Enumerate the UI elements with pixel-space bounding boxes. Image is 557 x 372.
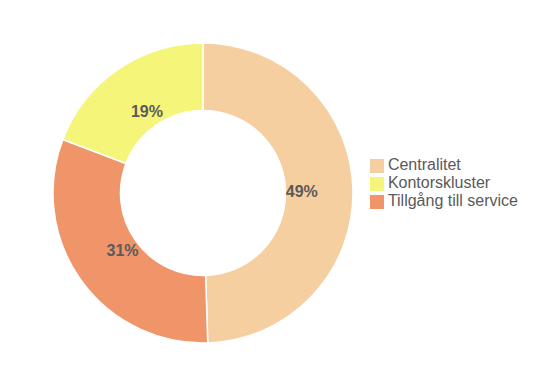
svg-text:49%: 49%	[286, 183, 318, 200]
svg-text:31%: 31%	[106, 242, 138, 259]
svg-text:19%: 19%	[131, 103, 163, 120]
html-text:Kontorskluster: Kontorskluster	[387, 174, 491, 191]
html-text:Tillgång till service: Tillgång till service	[387, 192, 518, 209]
html-text:Centralitet: Centralitet	[387, 156, 461, 173]
